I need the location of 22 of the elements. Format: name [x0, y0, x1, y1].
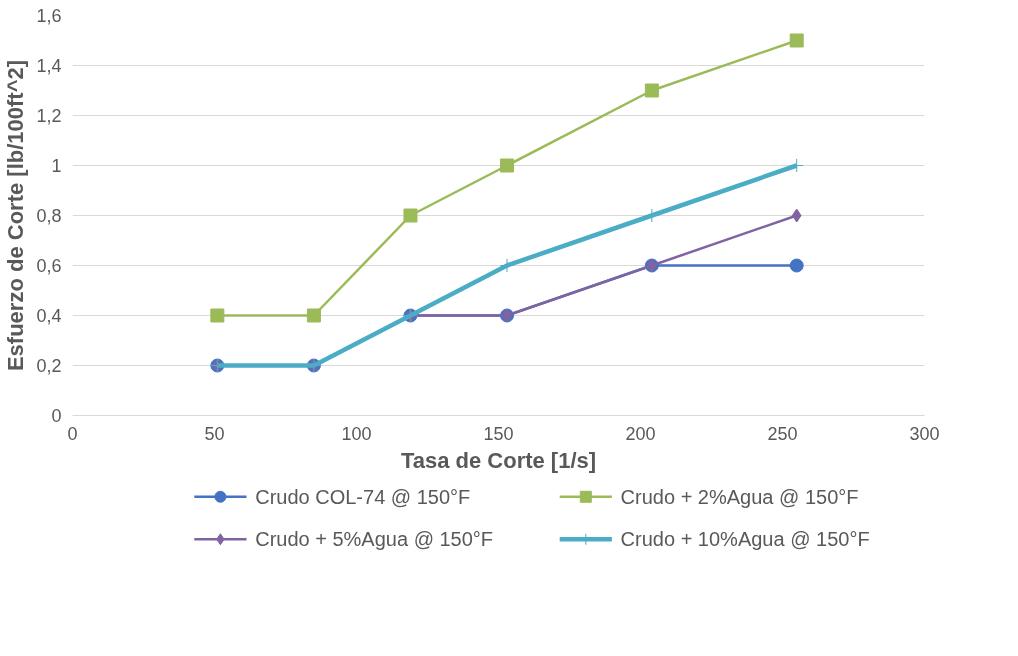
- legend-label: Crudo + 2%Agua @ 150°F: [620, 485, 859, 508]
- x-tick-label: 300: [909, 423, 940, 444]
- y-axis-title: Esfuerzo de Corte [lb/100ft^2]: [3, 59, 29, 372]
- x-tick-label: 0: [67, 423, 78, 444]
- y-tick-label: 1,6: [36, 6, 62, 26]
- legend-label: Crudo + 5%Agua @ 150°F: [255, 528, 494, 551]
- y-tick-label: 0: [51, 406, 62, 426]
- x-tick-label: 200: [625, 423, 656, 444]
- x-tick-label: 100: [341, 423, 372, 444]
- x-axis-title: Tasa de Corte [1/s]: [400, 447, 597, 473]
- legend-label: Crudo + 10%Agua @ 150°F: [620, 528, 870, 551]
- x-tick-label: 250: [767, 423, 798, 444]
- y-tick-label: 1: [51, 156, 62, 176]
- y-tick-label: 0,6: [36, 256, 62, 276]
- x-tick-label: 50: [204, 423, 225, 444]
- y-tick-label: 0,4: [36, 306, 62, 326]
- y-tick-label: 1,2: [36, 106, 62, 126]
- y-tick-label: 0,8: [36, 206, 62, 226]
- legend-label: Crudo COL-74 @ 150°F: [255, 485, 471, 508]
- y-tick-label: 1,4: [36, 56, 62, 76]
- x-tick-label: 150: [483, 423, 514, 444]
- y-tick-label: 0,2: [36, 356, 62, 376]
